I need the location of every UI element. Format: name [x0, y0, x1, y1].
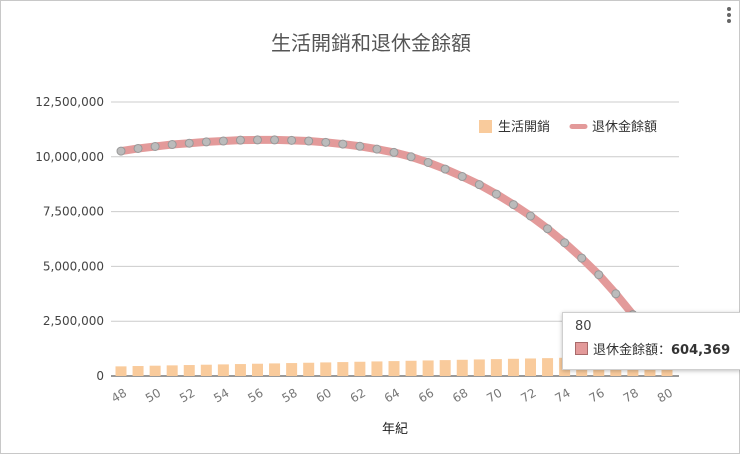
- tooltip-row: 退休金餘額：604,369: [593, 339, 730, 358]
- line-point: [560, 238, 570, 248]
- tooltip-label: 退休金餘額：: [593, 343, 672, 358]
- x-tick-label: 68: [450, 386, 470, 406]
- x-tick-label: 52: [177, 386, 197, 406]
- line-point: [526, 211, 535, 221]
- tooltip-title: 80: [575, 319, 592, 334]
- bar: [217, 364, 229, 376]
- bar: [542, 358, 554, 376]
- line-point: [577, 253, 587, 263]
- x-tick-label: 56: [245, 386, 265, 406]
- y-tick-label: 10,000,000: [35, 150, 104, 164]
- line-series-pension-balance: [116, 135, 672, 368]
- x-tick-label: 76: [587, 386, 607, 406]
- line-point: [235, 135, 245, 145]
- line-point: [389, 147, 399, 157]
- bar: [200, 364, 212, 376]
- bar: [439, 360, 451, 376]
- x-tick-label: 80: [655, 386, 675, 406]
- x-tick-label: 60: [314, 386, 334, 406]
- line-point: [133, 143, 143, 153]
- line-point: [253, 135, 262, 145]
- bar: [320, 362, 332, 376]
- bar: [183, 365, 195, 376]
- line-point: [543, 224, 553, 234]
- bar: [286, 363, 298, 376]
- line-point: [201, 137, 211, 147]
- line-point: [167, 140, 177, 150]
- y-tick-label: 12,500,000: [35, 95, 104, 109]
- x-tick-label: 66: [416, 386, 436, 406]
- y-tick-label: 2,500,000: [43, 314, 104, 328]
- line-point: [406, 152, 416, 162]
- x-tick-label: 50: [143, 386, 163, 406]
- line-point: [594, 270, 604, 280]
- tooltip-swatch: [575, 342, 588, 355]
- line-point: [474, 180, 484, 190]
- line-point: [150, 141, 160, 151]
- legend: 生活開銷 退休金餘額: [479, 119, 657, 135]
- bar: [371, 361, 383, 376]
- bar: [405, 360, 417, 376]
- line-point: [270, 135, 280, 145]
- bar: [525, 358, 536, 376]
- line-point: [184, 138, 194, 148]
- bar: [473, 359, 485, 376]
- legend-swatch-bar: [479, 120, 492, 133]
- line-point: [355, 141, 365, 151]
- bar: [252, 363, 263, 376]
- x-tick-label: 78: [621, 386, 641, 406]
- line-point: [304, 136, 314, 146]
- bar: [269, 363, 281, 376]
- x-tick-label: 74: [553, 386, 573, 406]
- bar: [456, 359, 468, 376]
- chart-title: 生活開銷和退休金餘額: [271, 31, 471, 55]
- x-tick-label: 62: [348, 386, 368, 406]
- bar: [422, 360, 434, 376]
- bar: [115, 366, 127, 376]
- line-point: [457, 172, 467, 182]
- y-tick-label: 0: [96, 369, 104, 383]
- bar: [149, 365, 161, 376]
- x-axis-ticks: 48 50 52 54 56 58 60 62 64 66 68 70 72 74 76 78 80: [109, 386, 675, 406]
- bar: [337, 362, 349, 376]
- line-point: [116, 146, 126, 156]
- line-point: [423, 157, 433, 167]
- line-point: [287, 135, 297, 145]
- y-tick-label: 5,000,000: [43, 259, 104, 273]
- kebab-menu-icon[interactable]: [723, 7, 735, 25]
- legend-label: 生活開銷: [498, 119, 550, 135]
- bar: [132, 366, 144, 376]
- tooltip: 80 退休金餘額：604,369: [562, 312, 740, 370]
- x-tick-label: 58: [280, 386, 300, 406]
- tooltip-value: 604,369: [671, 343, 731, 358]
- x-axis-label: 年紀: [382, 422, 408, 437]
- legend-label: 退休金餘額: [592, 119, 657, 135]
- y-tick-label: 7,500,000: [43, 205, 104, 219]
- y-axis-ticks: 0 2,500,000 5,000,000 7,500,000 10,000,000 12…: [35, 95, 104, 383]
- x-tick-label: 54: [211, 386, 231, 406]
- line-point: [440, 164, 450, 174]
- line-point: [611, 289, 621, 299]
- x-tick-label: 72: [518, 386, 538, 406]
- x-tick-label: 64: [382, 386, 402, 406]
- x-tick-label: 70: [484, 386, 504, 406]
- bar: [354, 361, 366, 376]
- bar: [507, 358, 519, 376]
- line-point: [491, 189, 501, 199]
- line-point: [508, 200, 518, 210]
- bar: [303, 362, 315, 376]
- bar: [234, 364, 246, 376]
- line-point: [372, 144, 382, 154]
- line-point: [321, 137, 331, 147]
- bar: [388, 361, 400, 376]
- line-point: [218, 136, 228, 146]
- line-point: [338, 139, 348, 149]
- x-tick-label: 48: [109, 386, 129, 406]
- bar: [166, 365, 178, 376]
- bar: [490, 359, 502, 376]
